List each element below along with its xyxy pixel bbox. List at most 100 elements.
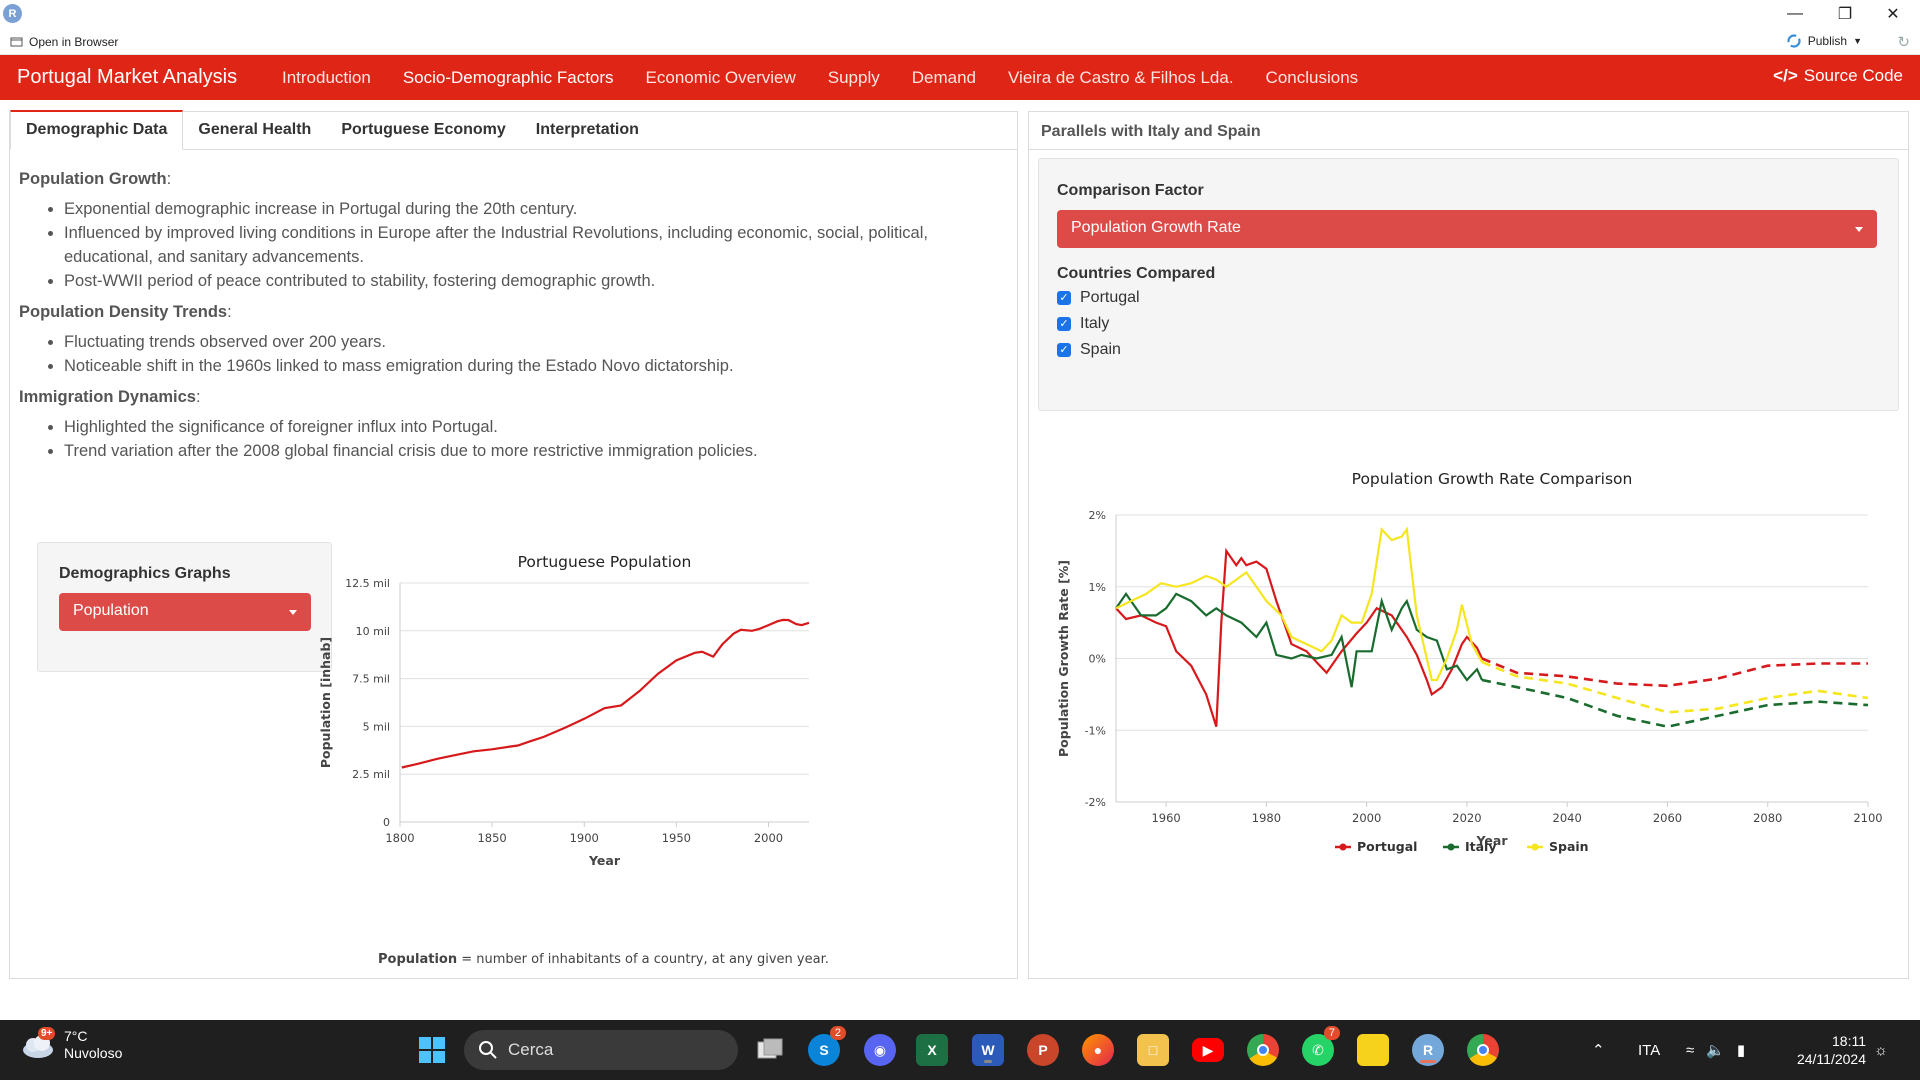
sticky-notes-icon[interactable] [1357,1034,1389,1066]
legend-marker [1339,843,1347,851]
tab-interpretation[interactable]: Interpretation [535,121,639,138]
minimize-button[interactable]: — [1787,5,1803,22]
close-button[interactable]: ✕ [1886,6,1900,23]
weather-badge: 9+ [38,1027,56,1040]
list-item: Fluctuating trends observed over 200 yea… [64,330,1008,354]
list-item: Highlighted the significance of foreigne… [64,415,1008,439]
language-indicator[interactable]: ITA [1638,1041,1661,1059]
y-tick-label: 10 mil [356,625,390,638]
nav-conclusions[interactable]: Conclusions [1265,67,1359,87]
caret-down-icon [1855,227,1863,232]
restore-button[interactable]: ❐ [1837,6,1853,23]
population-caption: Population = number of inhabitants of a … [378,952,829,967]
checkbox-checked-icon[interactable]: ✓ [1057,317,1071,331]
open-in-browser-label: Open in Browser [29,35,119,49]
graphs-sidebar: Demographics Graphs Population [37,542,332,672]
nav-vieira-de-castro[interactable]: Vieira de Castro & Filhos Lda. [1008,67,1234,87]
x-tick-label: 1950 [662,831,691,845]
x-tick-label: 2060 [1653,811,1682,825]
excel-icon[interactable]: X [916,1034,948,1066]
graphs-select-value: Population [73,602,149,619]
windows-start-icon[interactable] [416,1034,448,1066]
tab-bar: Demographic Data General Health Portugue… [10,110,1017,150]
legend-label: Italy [1465,839,1497,854]
tab-demographic-data[interactable]: Demographic Data [10,110,184,150]
list-item: Trend variation after the 2008 global fi… [64,439,1008,463]
x-tick-label: 2020 [1452,811,1481,825]
file-explorer-icon[interactable]: □ [1137,1034,1169,1066]
app-logo: R [3,4,22,23]
comparison-factor-select[interactable]: Population Growth Rate [1057,210,1877,248]
country-checkbox-portugal[interactable]: ✓ Portugal [1057,289,1140,307]
country-label: Spain [1080,341,1121,358]
series-line [401,618,810,769]
nav-introduction[interactable]: Introduction [282,67,371,87]
task-view-icon[interactable] [754,1034,786,1066]
y-axis-label: Population [inhab] [318,637,333,768]
x-tick-label: 2000 [1352,811,1381,825]
weather-widget[interactable]: 9+ 7°C Nuvoloso [20,1027,123,1062]
section-heading: Population Growth: [19,170,172,188]
word-icon[interactable]: W [972,1034,1004,1066]
tray-chevron-up-icon[interactable]: ⌃ [1592,1042,1605,1059]
country-checkbox-italy[interactable]: ✓ Italy [1057,315,1140,333]
powerpoint-icon[interactable]: P [1027,1034,1059,1066]
publish-button[interactable]: Publish ▼ [1786,34,1862,48]
firefox-icon[interactable]: ● [1082,1034,1114,1066]
tab-portuguese-economy[interactable]: Portuguese Economy [341,121,506,138]
open-browser-icon [10,37,23,47]
x-tick-label: 1960 [1151,811,1180,825]
checkbox-checked-icon[interactable]: ✓ [1057,343,1071,357]
bullet-list: Fluctuating trends observed over 200 yea… [64,330,1008,378]
tab-general-health[interactable]: General Health [198,121,312,138]
graphs-select[interactable]: Population [59,593,311,631]
chevron-down-icon: ▼ [1853,36,1862,46]
country-label: Italy [1080,315,1110,332]
temperature: 7°C [64,1028,88,1044]
x-tick-label: 2040 [1553,811,1582,825]
country-checkbox-spain[interactable]: ✓ Spain [1057,341,1140,359]
source-code-label: Source Code [1803,66,1903,85]
chrome-icon[interactable] [1247,1034,1279,1066]
demographics-panel: Demographic Data General Health Portugue… [9,110,1018,979]
x-tick-label: 2000 [754,831,783,845]
section-heading: Immigration Dynamics: [19,388,201,406]
system-tray[interactable]: ≈ 🔈 ▮ [1686,1020,1745,1080]
discord-icon[interactable]: ◉ [864,1034,896,1066]
search-placeholder: Cerca [508,1040,554,1059]
y-tick-label: 2% [1089,509,1106,522]
x-tick-label: 2080 [1753,811,1782,825]
series-line-portugal [1115,547,1483,728]
x-tick-label: 1900 [570,831,599,845]
nav-supply[interactable]: Supply [827,67,880,87]
open-in-browser-button[interactable]: Open in Browser [10,35,118,49]
battery-icon: ▮ [1736,1042,1746,1059]
series-line-portugal-projection [1481,657,1868,688]
nav-socio-demographic[interactable]: Socio-Demographic Factors [402,67,614,87]
whatsapp-icon[interactable]: ✆ 7 [1302,1026,1340,1066]
date: 24/11/2024 [1796,1051,1866,1067]
nav-economic-overview[interactable]: Economic Overview [645,67,796,87]
chrome-profile-icon[interactable] [1467,1034,1499,1066]
clock[interactable]: 18:11 24/11/2024 [1797,1032,1866,1068]
y-tick-label: 0 [383,816,390,829]
taskbar-search[interactable]: Cerca [464,1030,738,1070]
refresh-icon[interactable]: ↻ [1897,34,1910,51]
caption-term: Population [378,952,458,967]
weather-description: Nuvoloso [64,1045,123,1061]
window-titlebar: R — ❐ ✕ [0,0,1920,28]
youtube-icon[interactable]: ▶ [1192,1038,1224,1062]
checkbox-checked-icon[interactable]: ✓ [1057,291,1071,305]
navbar-brand[interactable]: Portugal Market Analysis [17,66,238,88]
nav-demand[interactable]: Demand [911,67,977,87]
notifications-icon[interactable]: ☼ [1874,1041,1888,1059]
source-code-link[interactable]: </> Source Code [1773,66,1903,86]
y-tick-label: 0% [1089,653,1106,666]
code-icon: </> [1773,66,1798,85]
rstudio-icon[interactable]: R [1412,1034,1444,1066]
skype-badge: 2 [829,1026,846,1040]
x-tick-label: 2100 [1853,811,1882,825]
x-tick-label: 1850 [477,831,506,845]
